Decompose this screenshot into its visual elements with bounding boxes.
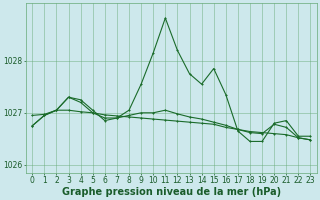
X-axis label: Graphe pression niveau de la mer (hPa): Graphe pression niveau de la mer (hPa) [62, 187, 281, 197]
